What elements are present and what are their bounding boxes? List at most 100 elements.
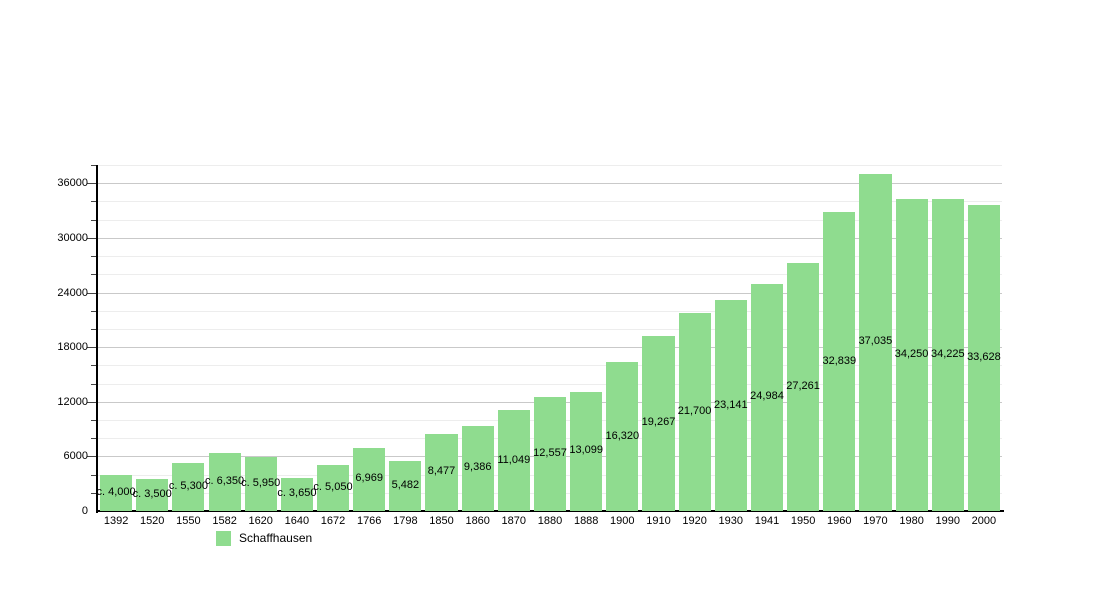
bar-1990: [931, 199, 964, 511]
x-axis-label: 1930: [718, 515, 744, 527]
x-axis-label: 1798: [393, 515, 418, 527]
x-axis-label: 1960: [827, 515, 852, 527]
x-axis-label: 1860: [465, 515, 490, 527]
bar-value-label: 23,141: [713, 398, 748, 411]
legend: Schaffhausen: [216, 531, 312, 546]
y-axis-tick: [91, 274, 96, 276]
gridline-minor: [98, 274, 1002, 276]
legend-label: Schaffhausen: [239, 531, 313, 545]
gridline-minor: [98, 219, 1002, 221]
bar-1980: [895, 199, 928, 511]
bar-1960: [823, 212, 856, 511]
y-axis-tick: [87, 456, 96, 458]
bar-1888: [570, 391, 603, 511]
bar-value-label: 21,700: [677, 405, 712, 418]
bar-value-label: 16,320: [605, 429, 640, 442]
y-axis-tick: [91, 310, 96, 312]
bar-1910: [642, 335, 675, 511]
bar-value-label: 34,225: [930, 348, 965, 361]
bar-1860: [461, 425, 494, 511]
y-axis-tick: [87, 401, 96, 403]
bar-1970: [859, 173, 892, 511]
bar-value-label: c. 4,000: [96, 485, 136, 498]
bar-value-label: c. 6,350: [205, 475, 245, 488]
y-axis-label: 30000: [57, 231, 88, 244]
x-axis-label: 1888: [573, 515, 599, 527]
bar-value-label: 37,035: [858, 335, 893, 348]
x-axis-label: 1620: [248, 515, 273, 527]
x-axis-label: 1520: [139, 515, 165, 527]
bar-1582: [208, 453, 241, 511]
x-axis-label: 1550: [176, 515, 201, 527]
bar-value-label: 13,099: [569, 444, 604, 457]
y-axis-tick: [91, 365, 96, 367]
bar-value-label: 8,477: [427, 465, 456, 478]
x-axis-label: 1950: [790, 515, 816, 527]
legend-swatch: [216, 531, 231, 546]
y-axis-line: [96, 165, 98, 513]
bar-value-label: 24,984: [750, 390, 784, 403]
y-axis-tick: [91, 328, 96, 330]
bar-1640: [280, 477, 313, 511]
bar-value-label: 12,557: [533, 446, 567, 459]
y-axis-tick: [87, 237, 96, 239]
x-axis-label: 1392: [103, 515, 129, 527]
bar-1930: [714, 300, 747, 511]
x-axis-label: 1880: [537, 515, 563, 527]
bar-1798: [389, 461, 422, 511]
x-axis-label: 1582: [212, 515, 237, 527]
x-axis-label: 1850: [429, 515, 454, 527]
gridline-minor: [98, 165, 1002, 166]
y-axis-tick: [91, 201, 96, 203]
bar-value-label: 19,267: [641, 416, 676, 429]
x-axis-label: 1980: [899, 515, 924, 527]
gridline-minor: [98, 383, 1002, 385]
gridline-major: [98, 292, 1002, 294]
bar-value-label: 11,049: [497, 453, 531, 466]
bar-1941: [750, 283, 784, 511]
bar-value-label: c. 3,650: [277, 487, 317, 500]
y-axis-tick: [87, 183, 96, 185]
x-axis-label: 1672: [320, 515, 346, 527]
x-axis-label: 1941: [754, 515, 780, 527]
bar-1850: [425, 433, 458, 511]
bar-value-label: 9,386: [463, 461, 492, 474]
bar-2000: [967, 204, 1000, 511]
y-axis-tick: [91, 438, 96, 440]
bar-1920: [678, 313, 711, 511]
bar-value-label: c. 5,050: [313, 481, 353, 493]
x-axis-label: 1900: [610, 515, 635, 527]
y-axis-tick: [87, 347, 96, 349]
bar-1550: [172, 462, 205, 511]
y-axis-label: 18000: [57, 341, 88, 354]
x-axis-label: 1910: [646, 515, 671, 527]
bar-1950: [787, 262, 820, 511]
y-axis-tick: [91, 474, 96, 476]
y-axis-label: 0: [81, 505, 88, 517]
bar-value-label: 6,969: [355, 472, 383, 485]
bar-1900: [606, 362, 639, 511]
y-axis-label: 36000: [57, 177, 88, 190]
y-axis-tick: [91, 165, 96, 166]
gridline-major: [98, 183, 1002, 185]
y-axis-tick: [91, 256, 96, 258]
bar-1392: [100, 474, 133, 511]
x-axis-label: 1766: [356, 515, 382, 527]
gridline-minor: [98, 365, 1002, 367]
bar-1870: [497, 410, 530, 511]
bar-value-label: 33,628: [967, 350, 1001, 363]
y-axis-label: 24000: [57, 286, 88, 299]
y-axis-tick: [91, 492, 96, 494]
bar-value-label: c. 5,300: [168, 479, 208, 492]
gridline-minor: [98, 201, 1002, 203]
gridline-minor: [98, 310, 1002, 312]
bar-1672: [317, 465, 350, 511]
gridline-minor: [98, 256, 1002, 258]
bar-value-label: c. 3,500: [132, 488, 172, 501]
bar-value-label: c. 5,950: [241, 476, 281, 489]
gridline-minor: [98, 328, 1002, 330]
y-axis-tick: [87, 292, 96, 294]
gridline-major: [98, 237, 1002, 239]
bar-value-label: 5,482: [391, 479, 420, 491]
